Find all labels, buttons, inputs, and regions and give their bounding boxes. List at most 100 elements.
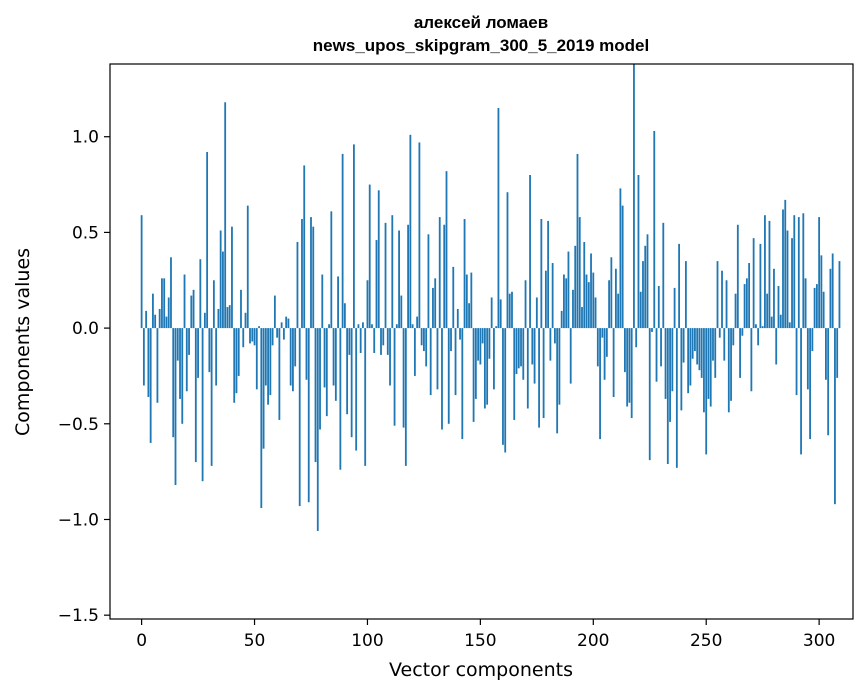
- bar-209: [612, 328, 615, 397]
- bar-67: [292, 328, 294, 392]
- x-axis-label: Vector components: [389, 659, 573, 681]
- bar-2: [145, 310, 148, 329]
- bar-166: [515, 328, 518, 375]
- bar-175: [535, 297, 538, 329]
- bar-309: [838, 261, 841, 329]
- bar-17: [179, 328, 181, 399]
- bar-224: [646, 234, 649, 329]
- bar-18: [181, 328, 184, 424]
- bar-48: [249, 328, 251, 344]
- bar-274: [759, 243, 762, 329]
- bar-222: [642, 261, 644, 329]
- bar-93: [350, 328, 353, 438]
- bar-72: [303, 165, 306, 329]
- bar-126: [425, 328, 428, 367]
- bar-173: [531, 328, 534, 365]
- bar-217: [630, 328, 633, 419]
- bar-35: [219, 230, 222, 329]
- x-tick-label-100: 100: [351, 631, 383, 651]
- bar-46: [244, 312, 247, 329]
- bar-80: [321, 274, 324, 329]
- bar-79: [319, 328, 321, 430]
- y-axis-ticks: −1.5 −1.0 −0.5 0.0 0.5 1.0: [58, 128, 110, 626]
- bar-193: [576, 153, 579, 329]
- y-tick-label-2: −0.5: [58, 415, 99, 435]
- x-tick-label-50: 50: [244, 631, 266, 651]
- bar-120: [411, 324, 414, 329]
- bar-139: [454, 328, 457, 396]
- bar-84: [330, 211, 333, 329]
- bar-157: [495, 326, 498, 329]
- bar-216: [628, 328, 631, 403]
- bar-176: [538, 328, 540, 428]
- y-tick-label-5: 1.0: [72, 128, 99, 148]
- bar-51: [255, 328, 258, 390]
- bar-50: [253, 328, 256, 346]
- bar-178: [542, 328, 545, 419]
- bar-191: [572, 289, 574, 329]
- bar-257: [721, 270, 723, 329]
- bar-306: [831, 253, 834, 329]
- bar-29: [206, 152, 209, 329]
- bar-32: [212, 280, 215, 329]
- bar-221: [639, 291, 642, 329]
- bar-169: [522, 328, 525, 380]
- bar-308: [836, 328, 839, 378]
- bar-13: [170, 257, 172, 329]
- bar-232: [664, 328, 667, 399]
- bar-187: [563, 274, 565, 329]
- bar-92: [348, 328, 351, 355]
- bar-99: [364, 328, 367, 466]
- bar-26: [199, 259, 202, 329]
- bar-172: [529, 175, 531, 329]
- bar-293: [802, 213, 805, 329]
- bar-240: [682, 328, 685, 363]
- bar-284: [782, 209, 784, 329]
- bar-150: [479, 328, 482, 365]
- bar-47: [246, 205, 249, 329]
- bar-55: [264, 328, 267, 386]
- y-axis-label: Components values: [12, 248, 34, 436]
- bar-65: [287, 318, 290, 329]
- bar-252: [709, 328, 712, 407]
- bar-260: [727, 328, 730, 413]
- bar-300: [818, 217, 821, 329]
- bar-179: [544, 270, 547, 329]
- bar-63: [282, 328, 285, 340]
- bar-132: [438, 217, 441, 329]
- bar-229: [657, 286, 660, 329]
- y-tick-label-4: 0.5: [72, 223, 99, 243]
- bar-64: [285, 316, 288, 329]
- bar-181: [549, 328, 552, 361]
- bar-282: [777, 286, 780, 329]
- bar-66: [289, 328, 292, 386]
- bar-272: [754, 324, 757, 329]
- bar-30: [208, 328, 211, 373]
- bar-162: [506, 192, 509, 329]
- bar-305: [829, 268, 832, 329]
- bar-114: [398, 230, 400, 329]
- bar-9: [161, 278, 163, 329]
- bar-159: [499, 299, 502, 329]
- bar-28: [203, 312, 206, 329]
- bar-205: [603, 328, 606, 380]
- bar-291: [797, 217, 800, 329]
- bar-248: [700, 328, 703, 378]
- bar-69: [296, 241, 299, 329]
- bar-54: [262, 328, 265, 449]
- bar-148: [474, 328, 477, 399]
- bar-302: [822, 291, 825, 329]
- bar-263: [734, 293, 737, 329]
- bar-267: [743, 284, 746, 329]
- bar-231: [662, 222, 665, 329]
- y-tick-label-0: −1.5: [58, 606, 99, 626]
- bar-42: [235, 328, 238, 394]
- bar-57: [269, 328, 272, 396]
- bar-82: [325, 328, 328, 417]
- bar-270: [750, 328, 753, 392]
- bar-184: [556, 328, 559, 434]
- bar-70: [298, 328, 301, 507]
- bar-165: [513, 328, 516, 420]
- bar-242: [687, 328, 690, 394]
- bar-58: [271, 328, 274, 346]
